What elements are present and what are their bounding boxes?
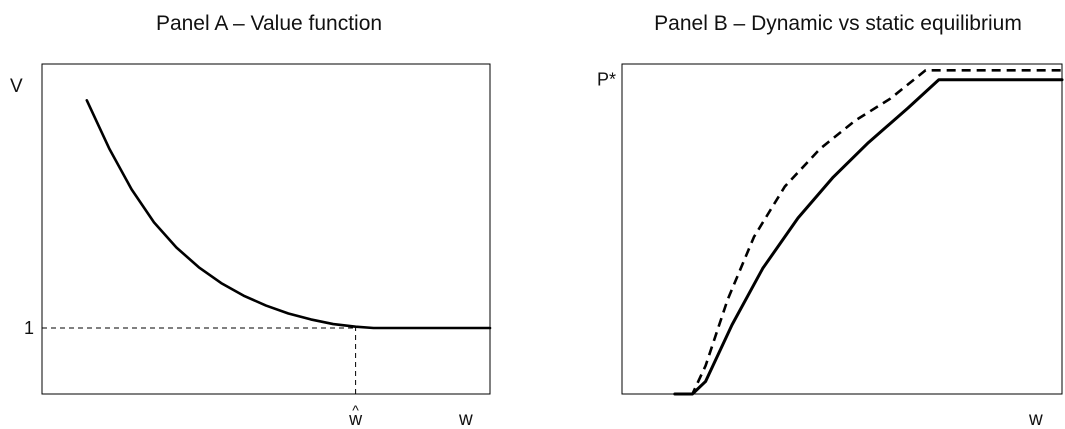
- panel-b-plot-frame: [621, 63, 1063, 395]
- panel-b: Panel B – Dynamic vs static equilibrium …: [597, 12, 1064, 429]
- panel-a-y-axis-label: V: [10, 76, 23, 97]
- panel-b-dashed-line: [674, 68, 1062, 396]
- panel-a-value-function-line: [85, 99, 492, 330]
- panel-a-y-tick-label: 1: [24, 318, 34, 338]
- panel-b-solid-line: [673, 78, 1064, 396]
- panel-b-y-tick-label: P*: [597, 70, 616, 90]
- panel-a-plot-frame: [41, 63, 491, 395]
- panel-b-x-axis-label: w: [1028, 409, 1043, 429]
- panel-b-title: Panel B – Dynamic vs static equilibrium: [654, 12, 1022, 35]
- panel-a-x-tick-label: w: [348, 409, 363, 429]
- panel-a: Panel A – Value function V w 1 w ^: [10, 12, 492, 429]
- panel-a-x-axis-label: w: [458, 409, 473, 429]
- panel-a-title: Panel A – Value function: [156, 12, 382, 35]
- panel-a-x-tick-hat: ^: [352, 402, 359, 418]
